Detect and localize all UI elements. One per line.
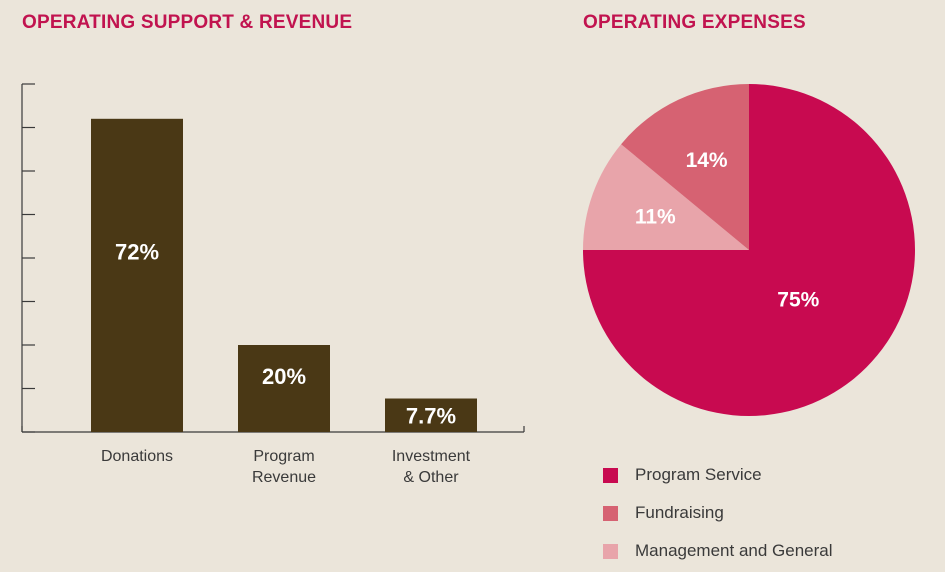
- x-category-label-line: Donations: [101, 448, 173, 465]
- bar-value-label: 20%: [262, 364, 306, 389]
- bar: [238, 345, 330, 432]
- pie-legend: Program Service Fundraising Management a…: [603, 456, 833, 570]
- x-category-label-line: Program: [253, 448, 314, 465]
- pie-value-label: 14%: [686, 149, 728, 172]
- x-category-label: Donations: [101, 448, 173, 465]
- legend-swatch: [603, 467, 618, 483]
- legend-item-fundraising: Fundraising: [603, 494, 833, 532]
- pie-chart-title: OPERATING EXPENSES: [583, 12, 806, 33]
- bar-value-label: 7.7%: [406, 403, 456, 428]
- legend-item-management-general: Management and General: [603, 532, 833, 570]
- x-category-label: Investment & Other: [392, 448, 471, 486]
- pie-chart: 75% 11% 14%: [583, 84, 915, 416]
- x-category-label-line: & Other: [403, 469, 459, 486]
- legend-label: Management and General: [635, 541, 833, 560]
- pie-value-label: 75%: [777, 288, 819, 311]
- bar-chart: 72% Donations 20% Program Revenue 7.7% Investm…: [21, 83, 525, 486]
- bar: [385, 398, 477, 432]
- legend-swatch: [603, 505, 618, 521]
- bar-value-label: 72%: [115, 240, 159, 265]
- pie-value-label: 11%: [635, 205, 676, 228]
- x-category-label: Program Revenue: [252, 448, 316, 486]
- bar-chart-bars: 72% Donations 20% Program Revenue 7.7% Investm…: [91, 118, 477, 486]
- legend-label: Fundraising: [635, 503, 724, 522]
- bar: [91, 118, 183, 433]
- bar-chart-title: OPERATING SUPPORT & REVENUE: [22, 12, 353, 33]
- x-category-label-line: Revenue: [252, 469, 316, 486]
- pie-slice: [583, 144, 749, 250]
- pie-slice: [621, 84, 749, 250]
- legend-item-program-service: Program Service: [603, 456, 833, 494]
- legend-swatch: [603, 543, 618, 559]
- x-category-label-line: Investment: [392, 448, 471, 465]
- legend-label: Program Service: [635, 465, 762, 484]
- pie-chart-slices: 75% 11% 14%: [583, 84, 915, 416]
